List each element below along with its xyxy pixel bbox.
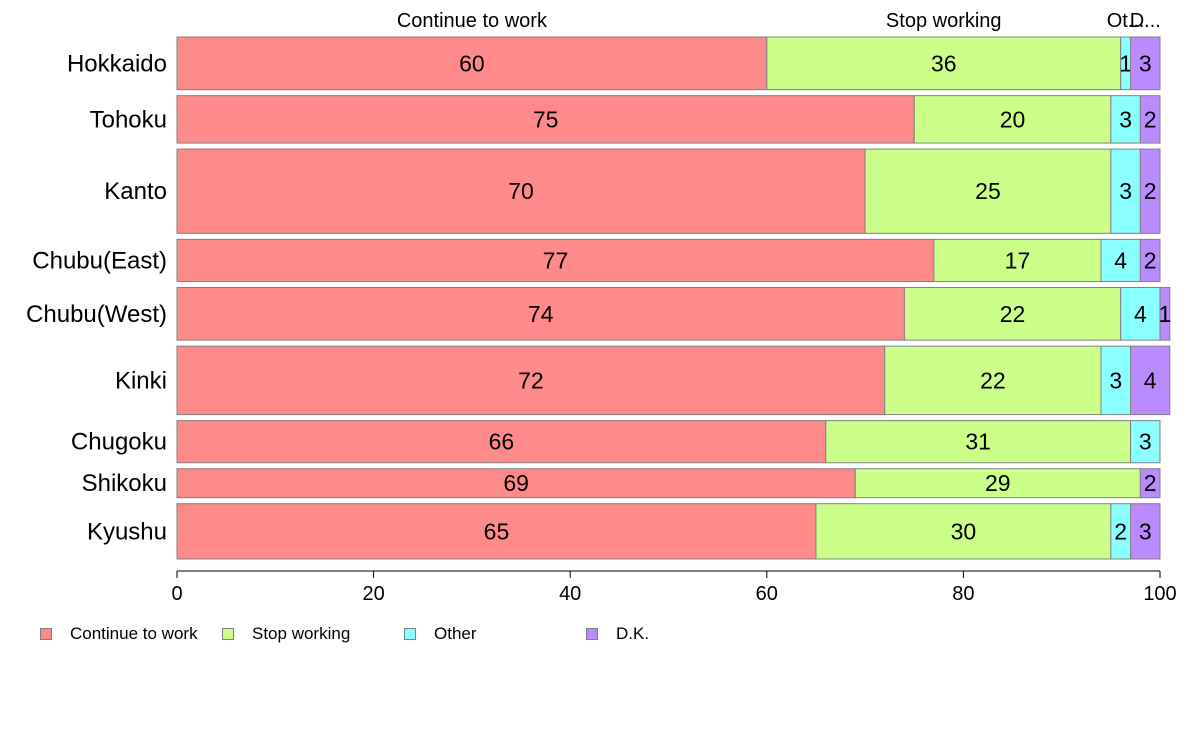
bar-segment (1139, 468, 1161, 499)
data-label: 31 (965, 429, 991, 455)
bar-segment (1139, 148, 1161, 234)
data-label: 72 (518, 367, 544, 393)
legend-swatch (586, 628, 598, 640)
bar-segment (176, 420, 827, 464)
data-label: 3 (1109, 367, 1122, 393)
bar-segment (903, 286, 1122, 341)
bar-segment (884, 345, 1102, 416)
data-label: 22 (1000, 301, 1026, 327)
data-label: 29 (985, 470, 1011, 496)
legend-swatch (222, 628, 234, 640)
data-label: 70 (508, 178, 534, 204)
data-label: 17 (1005, 247, 1031, 273)
data-label: 2 (1144, 106, 1157, 132)
category-label: Tohoku (90, 106, 167, 133)
legend-label: Continue to work (70, 624, 198, 643)
bar-segment (176, 286, 905, 341)
data-label: 4 (1144, 367, 1157, 393)
data-label: 4 (1114, 247, 1127, 273)
data-label: 66 (489, 429, 515, 455)
x-tick-label: 60 (756, 583, 778, 605)
data-label: 3 (1119, 106, 1132, 132)
x-tick-label: 80 (952, 583, 974, 605)
data-label: 3 (1139, 50, 1152, 76)
category-label: Hokkaido (67, 50, 167, 77)
data-label: 4 (1134, 301, 1147, 327)
category-label: Chubu(West) (26, 301, 167, 328)
legend-label: Other (434, 624, 477, 643)
data-label: 30 (951, 518, 977, 544)
bar-segment (1139, 95, 1161, 144)
data-label: 65 (484, 518, 510, 544)
bar-segment (815, 503, 1112, 560)
bar-segment (176, 148, 866, 234)
bar-segment (176, 345, 886, 416)
data-label: 1 (1159, 301, 1172, 327)
data-label: 74 (528, 301, 554, 327)
bar-segment (176, 36, 768, 91)
column-header-label: Ot... (1107, 10, 1145, 32)
data-label: 2 (1114, 518, 1127, 544)
category-label: Kyushu (87, 518, 167, 545)
legend-label: Stop working (252, 624, 351, 643)
bar-segment (176, 238, 935, 282)
legend-item: Continue to work (40, 624, 198, 644)
bar-segment (864, 148, 1112, 234)
x-tick-label: 0 (171, 583, 182, 605)
category-label: Kanto (104, 178, 167, 205)
data-label: 22 (980, 367, 1006, 393)
bar-segment (854, 468, 1141, 499)
column-header-label: Continue to work (397, 10, 548, 32)
bar-segment (1159, 286, 1171, 341)
bar-segment (1130, 36, 1161, 91)
data-label: 60 (459, 50, 485, 76)
data-label: 3 (1139, 429, 1152, 455)
bar-segment (766, 36, 1122, 91)
bar-segment (1130, 420, 1161, 464)
legend-swatch (404, 628, 416, 640)
legend-item: Other (404, 624, 477, 644)
data-label: 77 (543, 247, 569, 273)
bar-segment (1100, 345, 1132, 416)
category-label: Chugoku (71, 429, 167, 456)
data-label: 2 (1144, 247, 1157, 273)
legend-item: D.K. (586, 624, 649, 644)
column-header-label: Stop working (886, 10, 1002, 32)
bar-segment (1120, 286, 1161, 341)
bar-segment (825, 420, 1132, 464)
column-header-label: D... (1130, 10, 1161, 32)
data-label: 3 (1139, 518, 1152, 544)
x-tick-label: 100 (1143, 583, 1176, 605)
legend-swatch (40, 628, 52, 640)
bar-segment (933, 238, 1102, 282)
bar-segment (1139, 238, 1161, 282)
legend-label: D.K. (616, 624, 650, 643)
bar-segment (1130, 345, 1171, 416)
legend-item: Stop working (222, 624, 350, 644)
category-label: Shikoku (82, 470, 167, 497)
bar-segment (176, 503, 817, 560)
x-tick-label: 40 (559, 583, 581, 605)
category-label: Kinki (115, 367, 167, 394)
data-label: 69 (503, 470, 529, 496)
data-label: 75 (533, 106, 559, 132)
bar-segment (1110, 148, 1141, 234)
data-label: 36 (931, 50, 957, 76)
data-label: 3 (1119, 178, 1132, 204)
data-label: 1 (1119, 50, 1132, 76)
x-tick-label: 20 (362, 583, 384, 605)
bar-segment (1100, 238, 1141, 282)
bar-segment (1130, 503, 1161, 560)
data-label: 2 (1144, 470, 1157, 496)
bar-segment (1110, 95, 1141, 144)
data-label: 25 (975, 178, 1001, 204)
category-label: Chubu(East) (32, 247, 167, 274)
data-label: 2 (1144, 178, 1157, 204)
data-label: 20 (1000, 106, 1026, 132)
